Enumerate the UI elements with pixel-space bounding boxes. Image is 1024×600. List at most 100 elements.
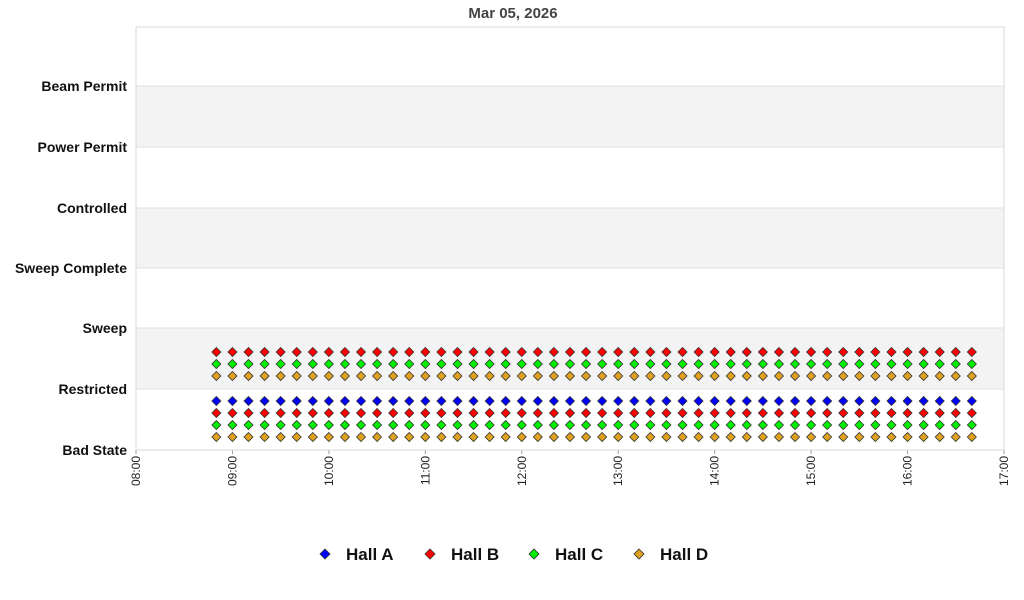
data-point-hall-d	[548, 370, 559, 382]
data-point-hall-b	[339, 407, 351, 419]
data-point-hall-b	[629, 346, 640, 358]
data-point-hall-b	[227, 407, 238, 419]
data-point-hall-c	[211, 358, 222, 370]
data-point-hall-d	[372, 431, 383, 443]
data-point-hall-d	[934, 431, 945, 443]
data-point-hall-b	[597, 346, 608, 358]
data-point-hall-a	[709, 395, 720, 407]
data-point-hall-b	[597, 407, 608, 419]
data-point-hall-d	[693, 370, 704, 382]
data-point-hall-d	[339, 431, 351, 443]
data-point-hall-a	[629, 395, 640, 407]
data-point-hall-b	[307, 407, 318, 419]
data-point-hall-d	[484, 370, 495, 382]
data-point-hall-b	[838, 346, 849, 358]
data-point-hall-c	[741, 358, 752, 370]
data-point-hall-c	[950, 358, 961, 370]
data-point-hall-b	[741, 407, 752, 419]
data-point-hall-b	[854, 346, 865, 358]
data-point-hall-c	[291, 419, 302, 431]
data-point-hall-b	[243, 346, 254, 358]
data-point-hall-c	[950, 419, 961, 431]
data-point-hall-b	[870, 346, 881, 358]
data-point-hall-b	[789, 407, 801, 419]
data-point-hall-a	[275, 395, 286, 407]
data-point-hall-a	[773, 395, 785, 407]
data-point-hall-b	[789, 346, 801, 358]
data-point-hall-b	[516, 346, 527, 358]
data-point-hall-c	[532, 419, 543, 431]
data-point-hall-d	[227, 370, 238, 382]
data-point-hall-b	[822, 407, 833, 419]
data-point-hall-c	[532, 358, 543, 370]
data-point-hall-b	[355, 346, 367, 358]
y-tick-label: Restricted	[59, 381, 127, 397]
data-point-hall-d	[661, 370, 672, 382]
data-point-hall-b	[259, 346, 270, 358]
data-point-hall-b	[532, 346, 543, 358]
data-point-hall-d	[838, 431, 849, 443]
data-point-hall-b	[484, 407, 495, 419]
data-point-hall-c	[243, 419, 254, 431]
data-point-hall-d	[307, 431, 318, 443]
data-point-hall-c	[581, 419, 592, 431]
data-point-hall-c	[597, 358, 608, 370]
data-point-hall-c	[902, 358, 913, 370]
data-point-hall-d	[822, 370, 833, 382]
data-point-hall-b	[564, 407, 576, 419]
data-point-hall-d	[243, 431, 254, 443]
data-point-hall-a	[516, 395, 527, 407]
data-point-hall-c	[918, 419, 929, 431]
x-tick-label: 16:00	[901, 456, 915, 486]
data-point-hall-b	[243, 407, 254, 419]
data-point-hall-d	[597, 370, 608, 382]
data-point-hall-c	[468, 419, 479, 431]
data-point-hall-a	[500, 395, 511, 407]
data-point-hall-c	[838, 419, 849, 431]
data-point-hall-c	[227, 419, 238, 431]
data-point-hall-d	[581, 370, 592, 382]
data-point-hall-a	[934, 395, 945, 407]
data-point-hall-d	[693, 431, 704, 443]
legend-marker-hall-a	[319, 548, 331, 560]
data-point-hall-d	[773, 431, 785, 443]
data-point-hall-b	[564, 346, 576, 358]
data-point-hall-c	[870, 358, 881, 370]
data-point-hall-b	[677, 346, 688, 358]
data-point-hall-d	[468, 370, 479, 382]
data-point-hall-b	[886, 346, 897, 358]
data-point-hall-c	[355, 358, 367, 370]
data-point-hall-d	[259, 370, 270, 382]
data-point-hall-c	[404, 358, 415, 370]
data-point-hall-c	[339, 358, 351, 370]
data-point-hall-b	[548, 346, 559, 358]
data-point-hall-a	[339, 395, 351, 407]
data-point-hall-b	[581, 346, 592, 358]
data-point-hall-d	[645, 370, 656, 382]
data-point-hall-c	[854, 419, 865, 431]
data-point-hall-b	[709, 407, 720, 419]
data-point-hall-a	[388, 395, 399, 407]
data-point-hall-c	[725, 419, 736, 431]
data-point-hall-d	[773, 370, 785, 382]
data-point-hall-a	[355, 395, 367, 407]
data-point-hall-c	[725, 358, 736, 370]
data-point-hall-c	[484, 419, 495, 431]
data-point-hall-a	[581, 395, 592, 407]
data-point-hall-c	[966, 419, 977, 431]
data-point-hall-c	[661, 358, 672, 370]
data-point-hall-b	[275, 346, 286, 358]
data-point-hall-b	[468, 407, 479, 419]
data-point-hall-c	[452, 358, 463, 370]
data-point-hall-c	[372, 419, 383, 431]
data-point-hall-c	[677, 419, 688, 431]
data-point-hall-b	[902, 407, 913, 419]
data-point-hall-d	[789, 431, 801, 443]
data-point-hall-d	[307, 370, 318, 382]
data-point-hall-a	[468, 395, 479, 407]
data-point-hall-d	[404, 370, 415, 382]
data-point-hall-b	[339, 346, 351, 358]
data-point-hall-a	[597, 395, 608, 407]
y-tick-label: Controlled	[57, 200, 127, 216]
data-point-hall-d	[677, 431, 688, 443]
